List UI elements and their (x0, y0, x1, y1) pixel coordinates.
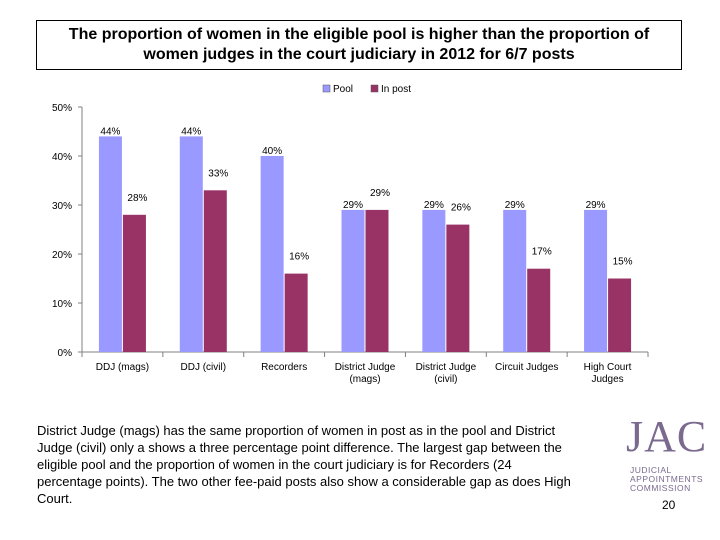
logo-text: JUDICIAL APPOINTMENTS COMMISSION (630, 466, 703, 493)
y-tick-label: 50% (52, 103, 72, 114)
legend-label: Pool (333, 84, 353, 95)
data-label: 28% (127, 193, 147, 204)
y-tick-label: 10% (52, 299, 72, 310)
data-label: 29% (424, 200, 444, 211)
logo-line: JUDICIAL (630, 465, 672, 475)
bar-pool (584, 209, 608, 352)
bar-pool (341, 209, 365, 352)
bar-chart: 0% 10% 20% 30% 40% 50% 44% 28% DDJ (mags) 44% 33% D… (52, 84, 649, 385)
x-tick-label: Circuit Judges (495, 362, 558, 373)
data-label: 29% (370, 188, 390, 199)
y-tick-label: 30% (52, 201, 72, 212)
page-number: 20 (662, 498, 676, 512)
data-label: 44% (181, 126, 201, 137)
bar-in-post (608, 278, 632, 352)
logo-mark: JAC (626, 412, 708, 461)
data-label: 26% (451, 203, 471, 214)
x-tick-label: DDJ (mags) (96, 362, 149, 373)
y-tick-label: 0% (58, 348, 73, 359)
data-label: 44% (100, 126, 120, 137)
logo-line: APPOINTMENTS (630, 474, 704, 484)
bar-pool (260, 156, 284, 352)
bar-in-post (203, 190, 227, 352)
bar-in-post (446, 224, 470, 352)
jac-logo: JAC JUDICIAL APPOINTMENTS COMMISSION (616, 413, 706, 503)
x-tick-label: (mags) (349, 374, 380, 385)
bar-in-post (365, 209, 389, 352)
x-tick-label: Recorders (261, 362, 307, 373)
data-label: 29% (505, 200, 525, 211)
slide-title: The proportion of women in the eligible … (36, 20, 682, 70)
x-tick-label: District Judge (416, 362, 477, 373)
bar-in-post (527, 268, 551, 352)
bar-pool (98, 136, 122, 352)
x-tick-label: DDJ (civil) (181, 362, 227, 373)
y-tick-label: 40% (52, 152, 72, 163)
data-label: 29% (343, 200, 363, 211)
data-label: 40% (262, 146, 282, 157)
data-label: 17% (532, 247, 552, 258)
x-tick-label: Judges (591, 374, 623, 385)
bar-in-post (122, 214, 146, 352)
y-tick-label: 20% (52, 250, 72, 261)
legend-label: In post (381, 84, 411, 95)
body-text: District Judge (mags) has the same propo… (37, 423, 571, 506)
bar-pool (179, 136, 203, 352)
data-label: 16% (289, 252, 309, 263)
bar-pool (503, 209, 527, 352)
logo-line: COMMISSION (630, 483, 691, 493)
data-label: 15% (613, 257, 633, 268)
bar-in-post (284, 273, 308, 352)
legend-swatch (370, 84, 379, 93)
bar-pool (422, 209, 446, 352)
data-label: 29% (586, 200, 606, 211)
x-tick-label: High Court (584, 362, 632, 373)
x-tick-label: District Judge (335, 362, 396, 373)
data-label: 33% (208, 168, 228, 179)
legend-swatch (322, 84, 331, 93)
x-tick-label: (civil) (434, 374, 457, 385)
